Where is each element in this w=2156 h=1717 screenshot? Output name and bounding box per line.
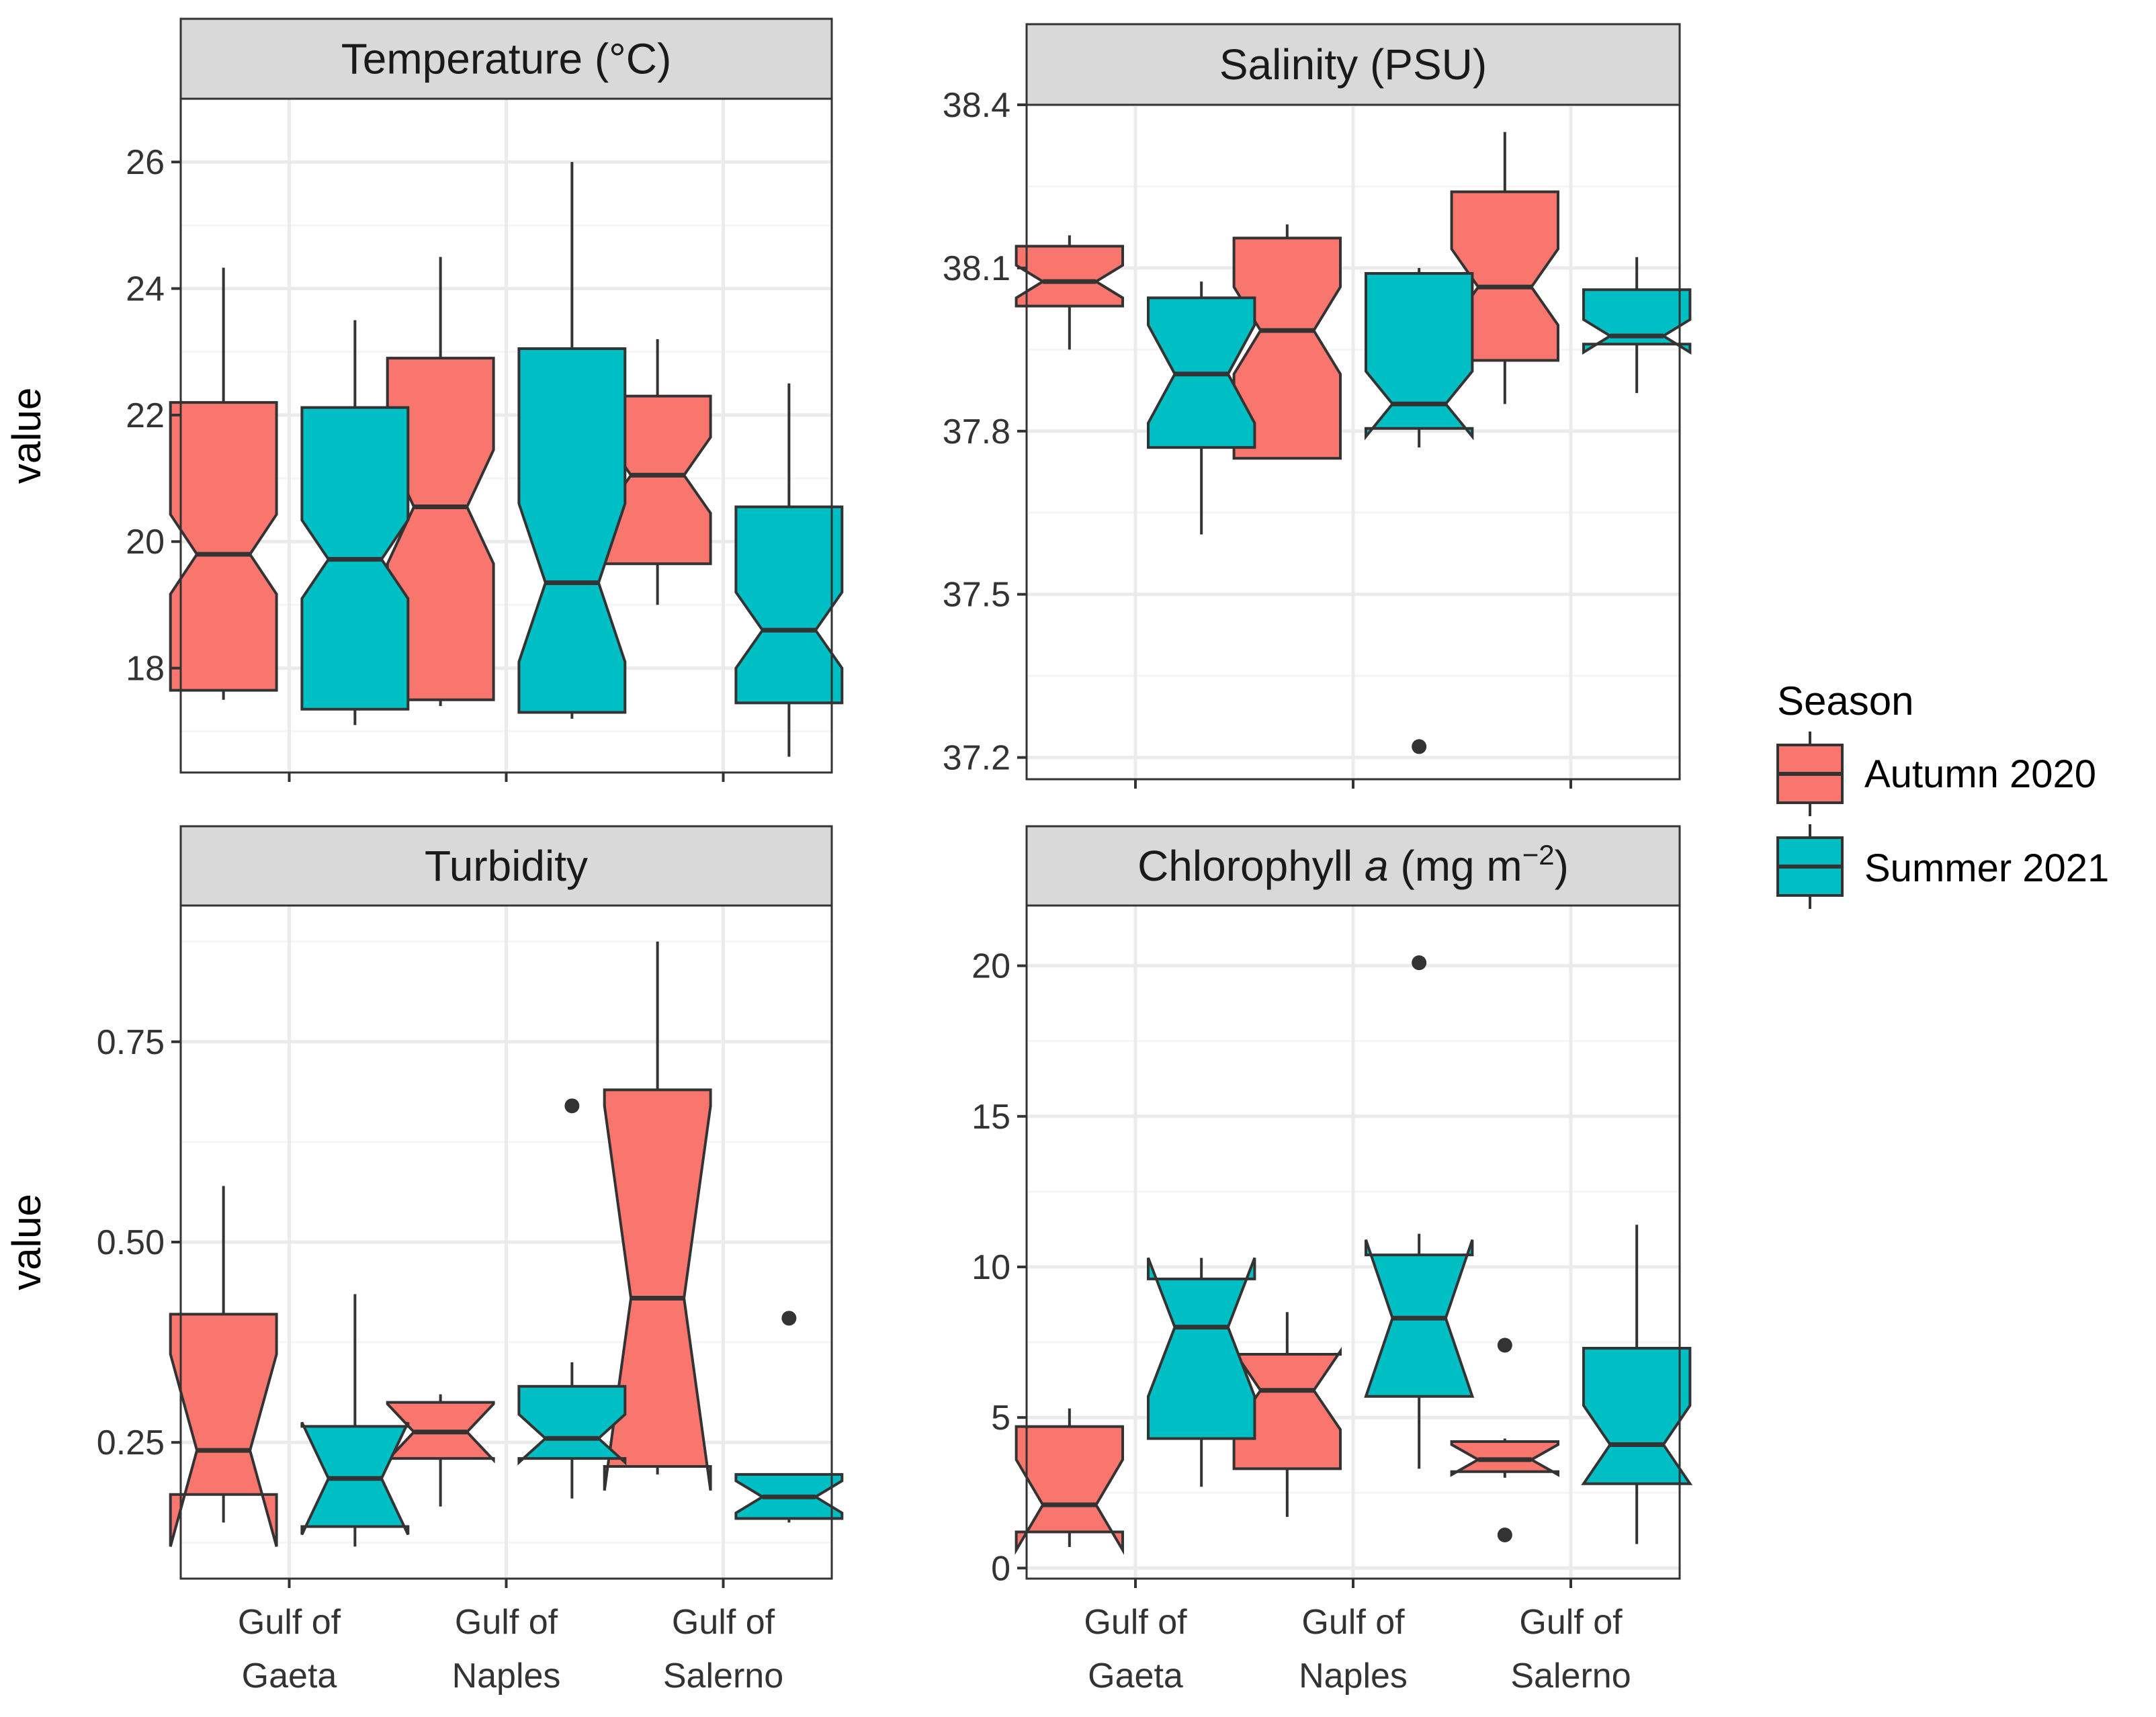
- legend-key-summer: [1776, 824, 1844, 909]
- x-tick-label: Gulf of Naples: [452, 1603, 561, 1696]
- box-autumn-3: [603, 941, 712, 1491]
- outlier-point: [781, 1311, 797, 1326]
- notched-box: [517, 1384, 627, 1466]
- notched-box: [1015, 245, 1124, 308]
- notched-box: [1147, 1257, 1256, 1440]
- box-summer-1: [300, 320, 410, 725]
- outlier-point: [1497, 1337, 1512, 1353]
- y-tick-label: 37.8: [943, 412, 1010, 451]
- box-summer-2: [517, 162, 627, 719]
- y-tick-label: 5: [991, 1399, 1010, 1438]
- strip-background: [1025, 23, 1681, 106]
- panel-4: Chlorophyll a (mg m−2) 0 5 10 15 20 Gulf of Gae…: [972, 825, 1693, 1696]
- notched-box: [1582, 288, 1692, 355]
- notched-box: [169, 401, 278, 692]
- legend-label-autumn: Autumn 2020: [1864, 752, 2096, 796]
- box-summer-1: [1147, 281, 1256, 535]
- y-tick-label: 20: [972, 947, 1010, 986]
- legend-title: Season: [1777, 678, 1914, 723]
- y-tick-label: 22: [126, 396, 165, 435]
- legend: Season Autumn 2020 Summer 2021: [1776, 678, 2109, 909]
- x-tick-label: Gulf of Gaeta: [1084, 1603, 1187, 1696]
- box-summer-3: [1581, 1225, 1693, 1544]
- box-autumn-2: [1232, 1312, 1342, 1517]
- box-summer-3: [734, 383, 844, 757]
- box-autumn-1: [1015, 1408, 1124, 1555]
- box-summer-2: [517, 1098, 627, 1499]
- notched-box: [169, 1313, 278, 1547]
- y-tick-label: 0.50: [97, 1223, 165, 1262]
- notched-box: [1015, 1425, 1124, 1555]
- box-autumn-1: [169, 267, 278, 700]
- box-summer-2: [1364, 955, 1475, 1469]
- box-autumn-1: [169, 1186, 278, 1547]
- notched-box: [1232, 1346, 1342, 1470]
- box-summer-3: [734, 1311, 844, 1523]
- y-tick-label: 24: [126, 270, 165, 309]
- strip-background: [179, 17, 833, 100]
- strip-background: [179, 825, 833, 907]
- y-tick-label: 26: [126, 143, 165, 182]
- panel-3: Turbidity 0.25 0.50 0.75 Gulf of Gaeta Gulf of…: [4, 825, 844, 1696]
- x-tick-label: Gulf of Salerno: [663, 1603, 783, 1696]
- y-tick-label: 18: [126, 650, 165, 689]
- panel-1: Temperature (°C) 18 20 22 24 26 value: [4, 17, 844, 782]
- y-tick-label: 37.5: [943, 576, 1010, 615]
- outlier-point: [564, 1098, 580, 1114]
- y-axis-title: value: [4, 388, 49, 484]
- x-tick-label: Gulf of Gaeta: [238, 1603, 341, 1696]
- y-tick-label: 0: [991, 1549, 1010, 1588]
- panels-layer: Temperature (°C) 18 20 22 24 26 value Salinity …: [4, 17, 1693, 1696]
- notched-box: [603, 1088, 712, 1491]
- box-summer-1: [1147, 1257, 1256, 1487]
- strip-title: Temperature (°C): [341, 35, 672, 83]
- y-tick-label: 38.1: [943, 249, 1010, 288]
- outlier-point: [1412, 955, 1427, 971]
- legend-key-autumn: [1776, 732, 1844, 816]
- y-tick-label: 20: [126, 523, 165, 562]
- x-tick-label: Gulf of Naples: [1299, 1603, 1408, 1696]
- panel-2: Salinity (PSU) 37.2 37.5 37.8 38.1 38.4: [943, 23, 1692, 789]
- box-autumn-2: [1232, 224, 1342, 460]
- box-autumn-2: [386, 1394, 495, 1507]
- box-autumn-3: [603, 339, 712, 605]
- box-autumn-3: [1450, 1337, 1559, 1542]
- y-tick-label: 38.4: [943, 86, 1010, 125]
- box-summer-3: [1582, 257, 1692, 394]
- strip-title: Turbidity: [425, 842, 588, 890]
- box-summer-2: [1365, 267, 1474, 754]
- outlier-point: [1412, 739, 1427, 754]
- y-axis-title: value: [4, 1194, 49, 1290]
- notched-box: [1365, 272, 1474, 441]
- outlier-point: [1497, 1527, 1512, 1542]
- strip-background: [1025, 825, 1681, 907]
- notched-box: [517, 347, 627, 714]
- box-autumn-1: [1015, 235, 1124, 350]
- y-tick-label: 0.25: [97, 1423, 165, 1462]
- box-summer-1: [300, 1294, 410, 1547]
- strip-title: Chlorophyll a (mg m−2): [1137, 839, 1569, 890]
- y-tick-label: 10: [972, 1248, 1010, 1287]
- y-tick-label: 15: [972, 1098, 1010, 1137]
- y-tick-label: 37.2: [943, 739, 1010, 778]
- strip-title: Salinity (PSU): [1219, 40, 1487, 89]
- notched-box: [1581, 1347, 1693, 1485]
- legend-label-summer: Summer 2021: [1864, 846, 2109, 890]
- x-tick-label: Gulf of Salerno: [1510, 1603, 1631, 1696]
- notched-box: [734, 505, 844, 705]
- y-tick-label: 0.75: [97, 1023, 165, 1062]
